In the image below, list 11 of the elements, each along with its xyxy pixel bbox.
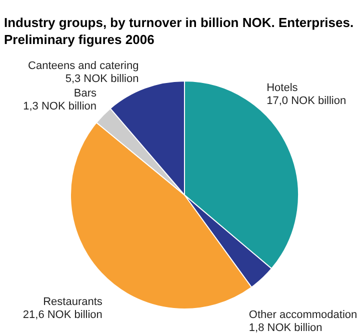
data-label: 17,0 NOK billion: [266, 95, 346, 108]
data-label: 1,8 NOK billion: [248, 322, 322, 334]
data-label: 1,3 NOK billion: [23, 100, 96, 113]
data-label: 21,6 NOK billion: [22, 308, 102, 321]
slice-label: Hotels: [266, 82, 298, 94]
slice-label: Other accommodation: [248, 308, 358, 321]
chart-title: Industry groups, by turnover in billion NOK. Enterprises. Preliminary figures 2006: [4, 15, 354, 47]
data-label: 5,3 NOK billion: [65, 72, 139, 85]
slice-label: Restaurants: [43, 296, 103, 308]
slice-label: Bars: [74, 88, 97, 100]
slice-label: Canteens and catering: [28, 60, 139, 72]
